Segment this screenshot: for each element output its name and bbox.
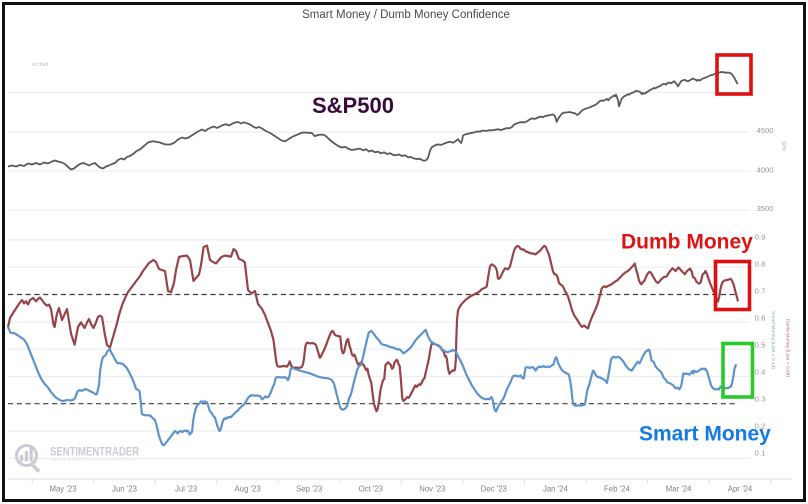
svg-text:0.6: 0.6 bbox=[755, 313, 766, 322]
svg-text:SENTIMENTRADER: SENTIMENTRADER bbox=[50, 445, 139, 459]
svg-text:0.1: 0.1 bbox=[755, 448, 766, 457]
svg-text:SPX: SPX bbox=[780, 141, 786, 152]
svg-text:Mar '24: Mar '24 bbox=[666, 485, 692, 494]
svg-text:Feb '24: Feb '24 bbox=[604, 485, 630, 494]
svg-text:st.chart: st.chart bbox=[32, 62, 49, 68]
svg-text:ANALYSIS OVER EMOTION: ANALYSIS OVER EMOTION bbox=[50, 457, 136, 462]
svg-text:Jan '24: Jan '24 bbox=[543, 485, 569, 494]
svg-text:4000: 4000 bbox=[756, 165, 773, 174]
svg-text:0.3: 0.3 bbox=[755, 394, 766, 403]
svg-text:Nov '23: Nov '23 bbox=[419, 485, 445, 494]
svg-text:Oct '23: Oct '23 bbox=[359, 485, 383, 494]
svg-text:4500: 4500 bbox=[756, 126, 773, 135]
svg-text:Dumb Money (Last = 0.68): Dumb Money (Last = 0.68) bbox=[785, 319, 791, 377]
svg-text:0.8: 0.8 bbox=[755, 259, 766, 268]
svg-text:Smart Money / Dumb Money Confi: Smart Money / Dumb Money Confidence bbox=[302, 9, 510, 21]
svg-text:0.4: 0.4 bbox=[755, 367, 766, 376]
svg-text:Apr '24: Apr '24 bbox=[728, 485, 753, 494]
svg-text:Smart Money (Last = 0.43): Smart Money (Last = 0.43) bbox=[770, 311, 776, 369]
svg-text:Aug '23: Aug '23 bbox=[234, 485, 260, 494]
svg-text:May '23: May '23 bbox=[49, 485, 76, 494]
svg-text:Dumb Money: Dumb Money bbox=[621, 231, 753, 254]
svg-text:Smart Money: Smart Money bbox=[639, 423, 771, 446]
svg-text:Dec '23: Dec '23 bbox=[481, 485, 507, 494]
svg-text:S&P500: S&P500 bbox=[312, 93, 394, 118]
svg-text:Jun '23: Jun '23 bbox=[112, 485, 137, 494]
svg-text:0.9: 0.9 bbox=[755, 232, 766, 241]
svg-text:0.7: 0.7 bbox=[755, 286, 766, 295]
svg-text:3500: 3500 bbox=[756, 204, 773, 213]
svg-text:Sep '23: Sep '23 bbox=[296, 485, 322, 494]
svg-text:0.5: 0.5 bbox=[755, 340, 766, 349]
svg-text:0.2: 0.2 bbox=[755, 421, 766, 430]
svg-text:Jul '23: Jul '23 bbox=[175, 485, 197, 494]
